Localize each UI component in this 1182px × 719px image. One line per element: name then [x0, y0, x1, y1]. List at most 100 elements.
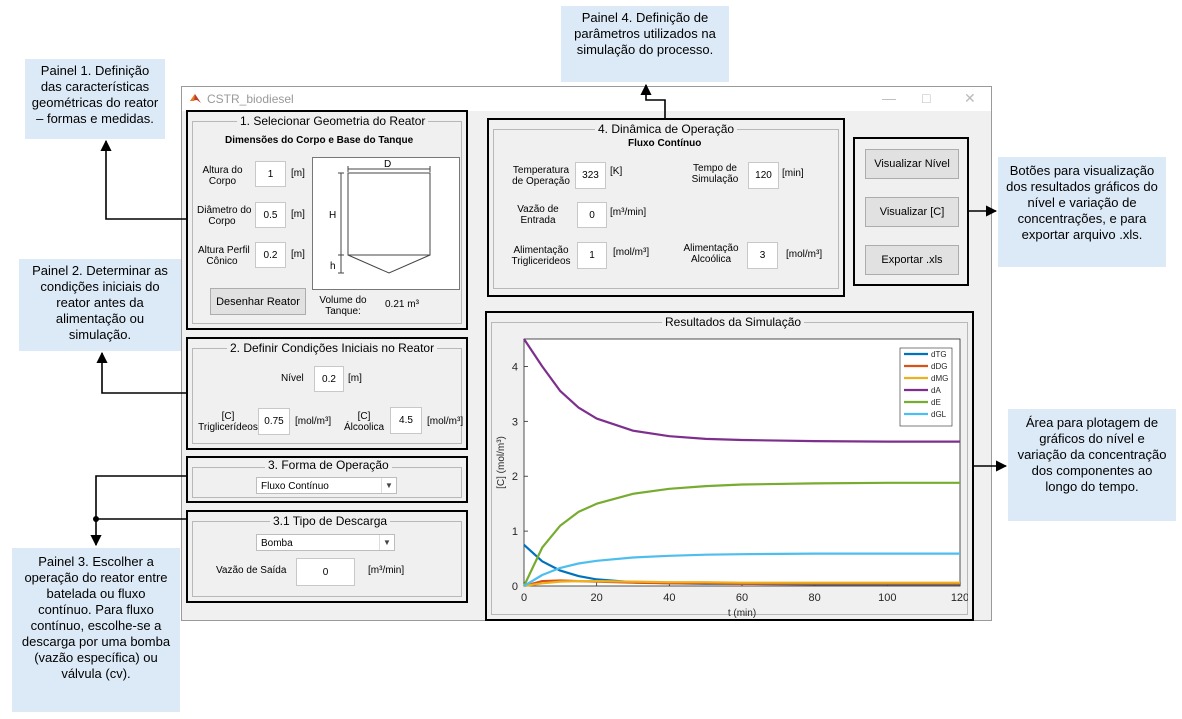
alc-label: [C] Álcoolica	[343, 411, 385, 433]
alc-initial-input[interactable]: 4.5	[390, 407, 422, 434]
altura-conico-label: Altura Perfil Cônico	[198, 245, 250, 267]
diametro-corpo-unit: [m]	[291, 209, 305, 220]
altura-conico-unit: [m]	[291, 249, 305, 260]
legend-label-dA: dA	[931, 386, 941, 395]
close-icon[interactable]: ✕	[964, 90, 976, 106]
diametro-corpo-label: Diâmetro do Corpo	[197, 205, 252, 227]
panel-2-title: 2. Definir Condições Iniciais no Reator	[227, 341, 438, 355]
alim-tg-input[interactable]: 1	[577, 242, 607, 269]
callout-panel3: Painel 3. Escolher a operação do reator …	[12, 548, 180, 712]
operation-mode-value: Fluxo Contínuo	[261, 481, 329, 492]
concentration-chart: 0 20 40 60 80 100 120 0 1 2 3 4 t (min) [C] (mol/m³) d…	[496, 338, 968, 619]
panel-2-initial-conditions: 2. Definir Condições Iniciais no Reator …	[186, 337, 468, 450]
x-tick-label: 40	[663, 592, 675, 604]
legend-label-dGL: dGL	[931, 410, 947, 419]
volume-label: Volume do Tanque:	[319, 295, 367, 317]
temperatura-label: Temperatura de Operação	[512, 165, 570, 187]
temperatura-input[interactable]: 323	[575, 162, 606, 189]
discharge-type-value: Bomba	[261, 538, 293, 549]
discharge-type-select[interactable]: Bomba ▼	[256, 534, 395, 551]
panel-1-geometry: 1. Selecionar Geometria do Reator Dimens…	[186, 110, 468, 330]
altura-corpo-unit: [m]	[291, 168, 305, 179]
tg-initial-unit: [mol/m³]	[295, 416, 332, 427]
panel-3-operation-mode: 3. Forma de Operação Fluxo Contínuo ▼	[186, 456, 468, 503]
maximize-icon[interactable]: □	[922, 90, 931, 106]
diagram-label-D: D	[384, 159, 391, 170]
panel-buttons: Visualizar Nível Visualizar [C] Exportar…	[853, 137, 969, 286]
legend-label-dMG: dMG	[931, 374, 948, 383]
tg-label: [C] Triglicerídeos	[198, 411, 258, 433]
diagram-label-h: h	[330, 261, 336, 272]
exportar-xls-button[interactable]: Exportar .xls	[865, 245, 959, 275]
vazao-entrada-input[interactable]: 0	[577, 202, 607, 228]
y-tick-label: 2	[512, 471, 518, 483]
series-line-dMG	[523, 580, 960, 588]
tempo-simulacao-label: Tempo de Simulação	[691, 163, 739, 185]
panel-1-title: 1. Selecionar Geometria do Reator	[237, 114, 429, 128]
callout-buttons: Botões para visualização dos resultados …	[998, 157, 1166, 267]
tempo-simulacao-input[interactable]: 120	[748, 162, 779, 189]
visualizar-concentracao-button[interactable]: Visualizar [C]	[865, 197, 959, 227]
title-bar: CSTR_biodiesel — □ ✕	[182, 87, 991, 111]
panel-results: Resultados da Simulação 0 20 40 60 80 100 120 0…	[485, 311, 974, 621]
nivel-unit: [m]	[348, 373, 362, 384]
x-tick-label: 20	[591, 592, 603, 604]
volume-value: 0.21 m³	[385, 299, 419, 310]
y-axis-label: [C] (mol/m³)	[496, 436, 507, 489]
alim-alc-label: Alimentação Alcoólica	[683, 243, 739, 265]
diametro-corpo-input[interactable]: 0.5	[255, 202, 286, 228]
vazao-saida-label: Vazão de Saída	[216, 565, 287, 576]
panel-4-title: 4. Dinâmica de Operação	[595, 122, 738, 136]
alim-alc-input[interactable]: 3	[747, 242, 778, 269]
panel-4-operation-dynamics: 4. Dinâmica de Operação Fluxo Contínuo T…	[487, 118, 845, 297]
tg-initial-input[interactable]: 0.75	[258, 408, 290, 435]
vazao-entrada-label: Vazão de Entrada	[517, 204, 559, 226]
y-tick-label: 1	[512, 526, 518, 538]
alim-tg-unit: [mol/m³]	[613, 247, 650, 258]
temperatura-unit: [K]	[610, 166, 623, 177]
alim-tg-label: Alimentação Triglicerideos	[511, 245, 571, 267]
x-tick-label: 60	[736, 592, 748, 604]
altura-corpo-input[interactable]: 1	[255, 161, 286, 187]
operation-mode-select[interactable]: Fluxo Contínuo ▼	[256, 477, 397, 494]
alc-initial-unit: [mol/m³]	[427, 416, 464, 427]
x-tick-label: 120	[951, 592, 968, 604]
alim-alc-unit: [mol/m³]	[786, 249, 823, 260]
callout-plot-area: Área para plotagem de gráficos do nível …	[1008, 409, 1176, 521]
matlab-icon	[190, 94, 201, 103]
window-title: CSTR_biodiesel	[207, 92, 294, 106]
x-tick-label: 80	[809, 592, 821, 604]
altura-corpo-label: Altura do Corpo	[202, 165, 243, 187]
panel-3-title: 3. Forma de Operação	[265, 458, 392, 472]
series-line-dA	[523, 338, 960, 443]
panel-3-1-discharge-type: 3.1 Tipo de Descarga Bomba ▼ Vazão de Sa…	[186, 510, 468, 603]
y-tick-label: 4	[512, 361, 518, 373]
panel-1-subtitle: Dimensões do Corpo e Base do Tanque	[225, 135, 414, 146]
visualizar-nivel-button[interactable]: Visualizar Nível	[865, 149, 959, 179]
altura-conico-input[interactable]: 0.2	[255, 242, 286, 268]
callout-panel4: Painel 4. Definição de parâmetros utiliz…	[561, 6, 729, 82]
vazao-saida-unit: [m³/min]	[368, 565, 405, 576]
legend-label-dDG: dDG	[931, 362, 947, 371]
panel-3-1-title: 3.1 Tipo de Descarga	[270, 514, 391, 528]
vazao-saida-input[interactable]: 0	[296, 558, 355, 586]
x-axis-label: t (min)	[728, 608, 756, 619]
plot-area	[523, 338, 961, 587]
callout-panel1: Painel 1. Definição das características …	[25, 59, 165, 139]
chevron-down-icon[interactable]: ▼	[381, 478, 396, 493]
x-tick-label: 0	[521, 592, 527, 604]
desenhar-reator-button[interactable]: Desenhar Reator	[210, 288, 306, 315]
panel-4-subtitle: Fluxo Contínuo	[628, 138, 702, 149]
y-tick-label: 3	[512, 416, 518, 428]
callout-panel2: Painel 2. Determinar as condições inicia…	[19, 259, 181, 351]
x-tick-label: 100	[878, 592, 896, 604]
results-title: Resultados da Simulação	[662, 315, 805, 329]
nivel-label: Nível	[281, 373, 304, 384]
minimize-icon[interactable]: —	[882, 90, 896, 106]
vazao-entrada-unit: [m³/min]	[610, 207, 647, 218]
nivel-input[interactable]: 0.2	[314, 366, 344, 392]
chevron-down-icon[interactable]: ▼	[379, 535, 394, 550]
tempo-simulacao-unit: [min]	[782, 168, 804, 179]
reactor-diagram: D H h	[312, 157, 460, 290]
